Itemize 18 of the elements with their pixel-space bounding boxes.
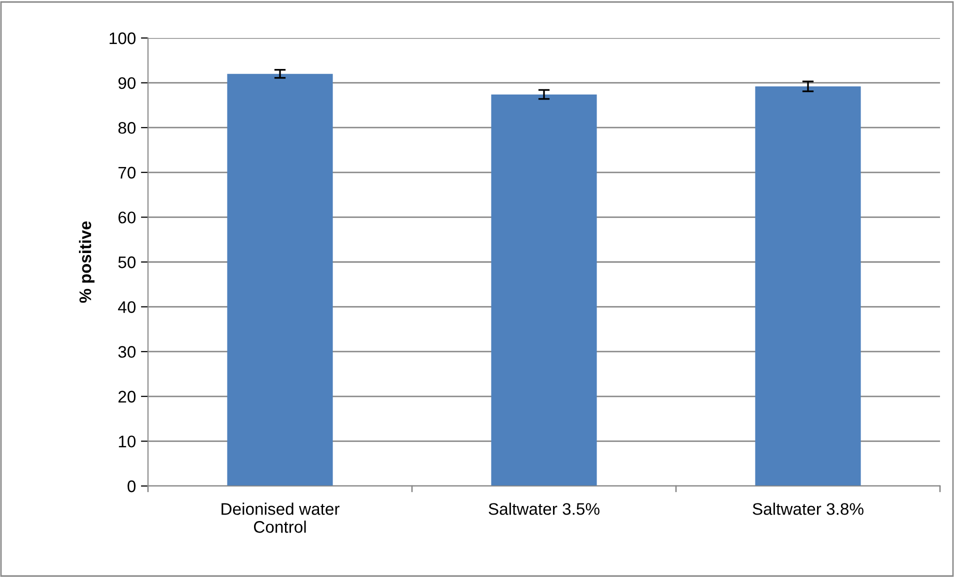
y-tick-label: 10 [118,436,136,448]
y-axis-title: % positive [78,221,94,303]
y-tick-label: 40 [118,301,136,314]
y-tick-label: 100 [110,32,136,44]
bar [227,74,333,486]
y-tick-label: 30 [118,346,136,358]
bar [491,94,597,486]
x-tick-label: Deionised water Control [222,502,340,533]
y-tick-label: 0 [128,480,136,492]
y-tick-label: 20 [118,390,136,403]
x-tick-label: Saltwater 3.5% [488,502,600,515]
y-tick-label: 70 [118,166,136,179]
y-tick-label: 90 [118,77,136,90]
x-tick-label: Saltwater 3.8% [752,502,864,515]
bar [755,86,861,486]
y-tick-label: 50 [118,256,136,268]
y-tick-label: 60 [118,212,136,224]
y-tick-label: 80 [118,122,136,134]
